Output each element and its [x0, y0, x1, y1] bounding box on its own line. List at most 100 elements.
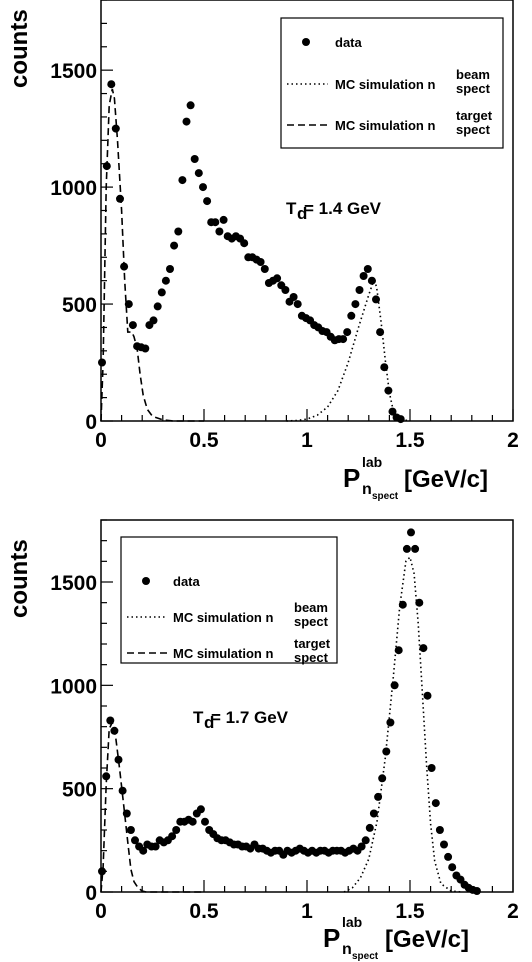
- data-point: [114, 755, 123, 764]
- data-point: [178, 176, 187, 185]
- data-point: [398, 600, 407, 609]
- data-point: [203, 197, 212, 206]
- data-point: [293, 300, 302, 309]
- x-tick-label: 1.5: [395, 429, 425, 452]
- data-point: [102, 772, 111, 781]
- mc-target-curve: [100, 720, 204, 893]
- legend-label-data: data: [173, 574, 201, 589]
- data-point: [359, 272, 368, 280]
- y-tick-label: 500: [62, 294, 97, 317]
- x-tick-label: 0.5: [189, 429, 219, 452]
- data-point: [219, 215, 228, 224]
- legend-label-data: data: [335, 35, 363, 50]
- x-tick-label: 2: [507, 900, 519, 923]
- data-point: [161, 276, 170, 285]
- y-tick-label: 1500: [50, 60, 97, 83]
- x-tick-label: 0: [95, 429, 107, 452]
- y-tick-label: 0: [85, 882, 97, 905]
- data-point: [151, 842, 160, 851]
- legend-label-target-sub: spect: [294, 650, 329, 665]
- data-point: [188, 817, 197, 826]
- data-point: [448, 863, 457, 872]
- data-point: [289, 293, 298, 301]
- data-point: [256, 258, 265, 266]
- data-point: [363, 265, 372, 273]
- data-point: [199, 183, 207, 192]
- data-point: [174, 227, 183, 236]
- annotation-t: T: [286, 199, 297, 218]
- data-point: [111, 124, 120, 133]
- legend-label-target-sup: target: [456, 108, 493, 123]
- legend: data MC simulation n beam spect MC simul…: [280, 17, 504, 149]
- data-point: [423, 691, 432, 700]
- energy-annotation: T d = 1.7 GeV: [193, 708, 289, 732]
- data-point: [343, 328, 352, 337]
- data-point: [122, 809, 131, 818]
- mc-beam-curve: [286, 279, 411, 422]
- data-point: [394, 646, 403, 655]
- legend-label-beam: MC simulation n: [335, 77, 435, 92]
- x-tick-label: 2: [507, 429, 519, 452]
- data-point: [128, 321, 137, 330]
- data-point: [141, 344, 150, 353]
- legend-label-beam-sup: beam: [456, 67, 490, 82]
- data-point: [149, 316, 158, 325]
- data-point: [186, 101, 195, 110]
- legend-label-target: MC simulation n: [335, 118, 435, 133]
- x-axis-title-p: P: [323, 923, 340, 953]
- data-point: [435, 826, 444, 834]
- data-point: [118, 786, 127, 795]
- data-point: [419, 644, 428, 653]
- legend-label-target: MC simulation n: [173, 646, 273, 661]
- data-point: [357, 842, 366, 851]
- legend-data-marker: [142, 577, 150, 585]
- data-point: [396, 415, 405, 424]
- data-point: [126, 826, 135, 834]
- legend-data-marker: [302, 38, 310, 46]
- legend-box: [280, 17, 504, 149]
- mc-target-curve: [100, 88, 204, 422]
- x-tick-label: 0: [95, 900, 107, 923]
- data-point: [372, 295, 380, 304]
- data-point: [215, 227, 224, 236]
- annotation-sub: d: [204, 713, 214, 732]
- legend-box: [120, 536, 338, 664]
- data-point: [211, 218, 220, 227]
- data-point: [107, 80, 116, 89]
- data-point: [281, 286, 290, 294]
- data-point: [386, 718, 395, 727]
- annotation-t: T: [193, 708, 204, 727]
- x-axis-title-sup: lab: [342, 914, 362, 930]
- y-tick-label: 0: [85, 411, 97, 434]
- data-point: [201, 817, 209, 826]
- data-point: [124, 300, 133, 309]
- data-point: [369, 809, 378, 818]
- data-point: [168, 832, 177, 841]
- x-axis-title-units: [GeV/c]: [404, 466, 488, 493]
- data-point: [98, 358, 106, 367]
- y-tick-label: 1000: [50, 177, 97, 200]
- x-axis-title-subsub: spect: [372, 491, 399, 502]
- chart-marks: [98, 528, 481, 895]
- data-point: [110, 726, 119, 735]
- mc-beam-curve: [343, 555, 462, 893]
- data-point: [194, 169, 203, 178]
- data-point: [472, 887, 481, 895]
- axis-ticks: 0 0.5 1 1.5 2 0 500 1000 1500: [50, 0, 519, 452]
- annotation-sub: d: [297, 204, 307, 223]
- data-point: [260, 265, 269, 273]
- y-tick-label: 1000: [50, 675, 97, 698]
- data-point: [351, 300, 360, 309]
- legend-label-beam-sub: spect: [294, 614, 329, 629]
- data-point: [374, 792, 383, 801]
- data-point: [240, 239, 249, 248]
- data-point: [106, 716, 115, 725]
- x-tick-label: 1: [301, 900, 313, 923]
- legend-label-beam-sub: spect: [456, 81, 491, 96]
- data-point: [384, 386, 393, 395]
- data-point: [166, 265, 174, 273]
- data-point: [380, 363, 389, 372]
- data-point: [196, 805, 205, 814]
- y-axis-title: counts: [6, 539, 33, 618]
